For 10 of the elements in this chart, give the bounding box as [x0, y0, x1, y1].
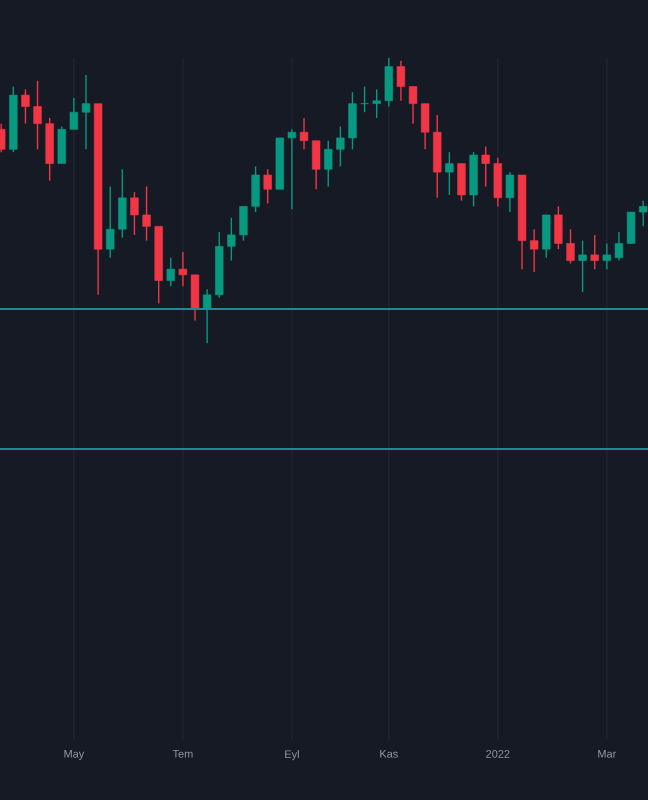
candlestick [457, 162, 466, 202]
candlestick [263, 168, 272, 205]
candlestick [542, 214, 551, 259]
candlestick [590, 234, 599, 270]
candlestick [505, 171, 515, 213]
candlestick [396, 60, 406, 102]
candlestick [578, 239, 587, 293]
candlestick [166, 257, 175, 287]
candlestick [469, 151, 478, 208]
candlestick [445, 151, 454, 196]
